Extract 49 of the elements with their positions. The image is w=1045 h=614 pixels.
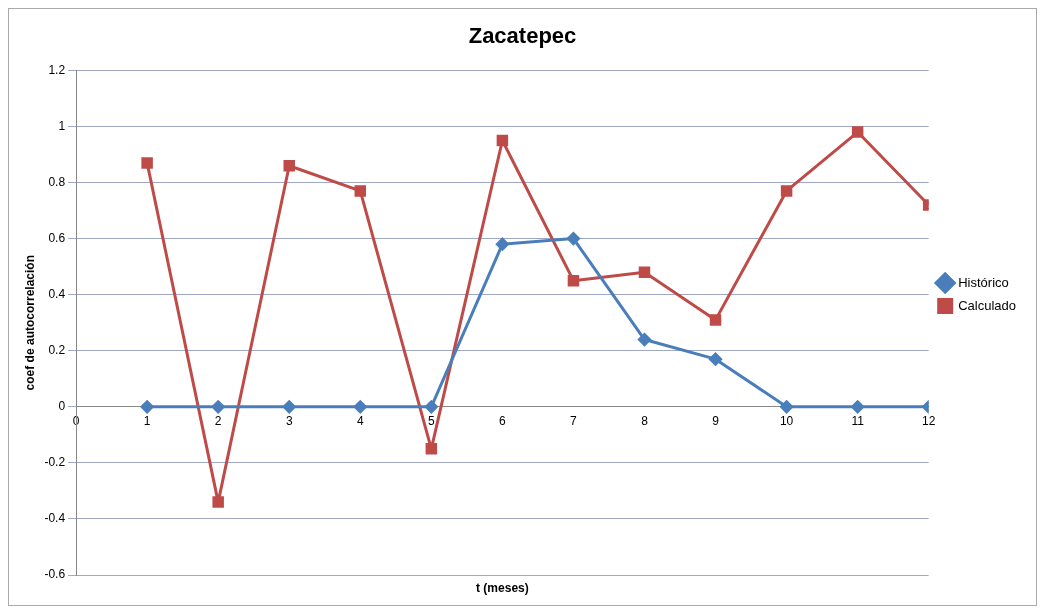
x-tick-label: 10 — [779, 414, 794, 429]
x-tick-label: 7 — [570, 414, 578, 429]
x-tick-label: 5 — [427, 414, 435, 429]
point — [425, 443, 438, 455]
point — [851, 126, 864, 138]
point — [566, 232, 580, 246]
point — [637, 333, 651, 347]
x-axis-title: t (meses) — [476, 581, 529, 596]
point — [424, 400, 438, 414]
legend-label: Calculado — [958, 297, 1017, 313]
x-tick-label: 12 — [922, 414, 936, 429]
y-tick-label: 0.2 — [48, 343, 66, 358]
x-tick-label: 9 — [712, 414, 720, 429]
x-tick-label: 4 — [356, 414, 364, 429]
x-tick-label: 8 — [641, 414, 649, 429]
point — [709, 314, 722, 326]
point — [211, 400, 225, 414]
x-tick-label: 11 — [851, 414, 865, 429]
y-axis-title: coef de autocorrelación — [22, 255, 37, 391]
x-tick-label: 3 — [285, 414, 293, 429]
point — [851, 400, 865, 414]
x-tick-label: 6 — [499, 414, 507, 429]
point — [496, 134, 509, 147]
y-tick-label: -0.2 — [44, 455, 66, 470]
y-tick-label: 1 — [58, 118, 66, 133]
point — [282, 400, 296, 414]
chart-title: Zacatepec — [468, 23, 577, 49]
x-tick-label: 2 — [214, 414, 222, 429]
legend-label: Histórico — [958, 274, 1009, 290]
point — [283, 159, 295, 172]
point — [567, 274, 580, 287]
point — [353, 400, 367, 414]
point — [141, 157, 153, 169]
point — [212, 496, 224, 508]
point — [780, 400, 794, 414]
y-tick-label: 0 — [58, 399, 66, 414]
point — [780, 185, 793, 197]
x-tick-label: 1 — [143, 414, 151, 429]
y-tick-label: 1.2 — [48, 62, 66, 77]
y-tick-label: 0.4 — [48, 286, 66, 301]
y-tick-label: -0.4 — [44, 511, 66, 526]
y-tick-label: -0.6 — [44, 567, 66, 582]
point — [709, 352, 723, 366]
point — [495, 237, 509, 251]
point — [638, 266, 651, 278]
point — [354, 185, 367, 197]
y-tick-label: 0.8 — [48, 174, 66, 189]
point — [140, 400, 154, 414]
y-tick-label: 0.6 — [48, 230, 66, 245]
